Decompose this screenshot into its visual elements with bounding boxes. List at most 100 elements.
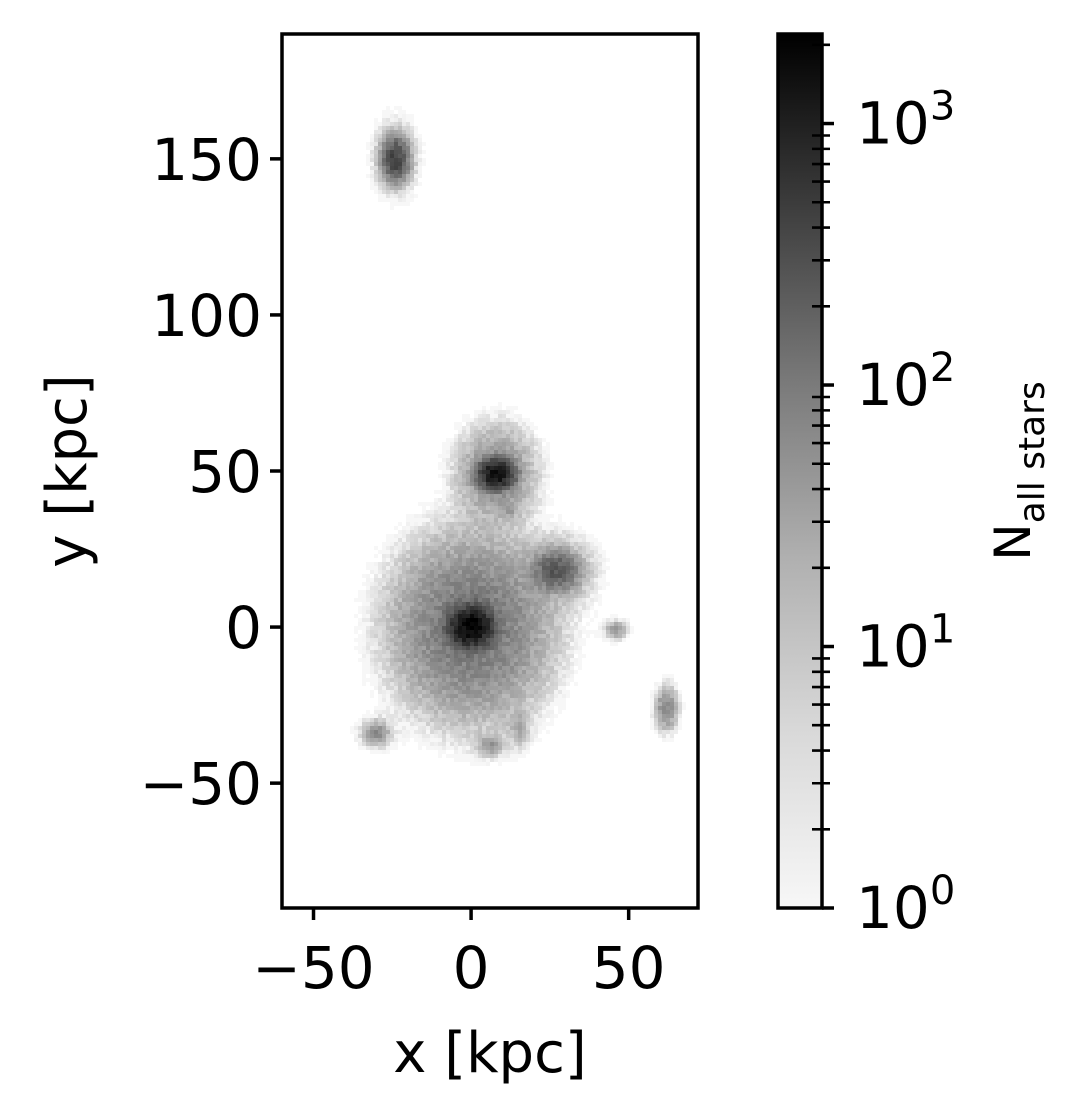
density-cell [566, 678, 570, 682]
density-cell [546, 458, 550, 462]
density-cell [378, 750, 382, 754]
density-cell [410, 514, 414, 518]
density-cell [538, 454, 542, 458]
density-cell [410, 566, 414, 570]
density-cell [422, 710, 426, 714]
density-cell [530, 554, 534, 558]
density-cell [434, 690, 438, 694]
density-cell [502, 754, 506, 758]
density-cell [574, 598, 578, 602]
density-cell [522, 546, 526, 550]
density-cell [486, 614, 490, 618]
density-cell [650, 710, 654, 714]
density-cell [510, 442, 514, 446]
density-cell [378, 738, 382, 742]
density-cell [414, 162, 418, 166]
density-cell [438, 522, 442, 526]
density-cell [518, 634, 522, 638]
density-cell [502, 586, 506, 590]
density-cell [534, 590, 538, 594]
density-cell [378, 582, 382, 586]
density-cell [674, 690, 678, 694]
density-cell [410, 650, 414, 654]
density-cell [394, 194, 398, 198]
density-cell [570, 610, 574, 614]
density-cell [530, 506, 534, 510]
density-cell [462, 434, 466, 438]
density-cell [502, 590, 506, 594]
density-cell [386, 130, 390, 134]
density-cell [482, 426, 486, 430]
density-cell [478, 706, 482, 710]
density-cell [566, 594, 570, 598]
density-cell [382, 582, 386, 586]
density-cell [446, 554, 450, 558]
density-cell [410, 630, 414, 634]
density-cell [546, 502, 550, 506]
density-cell [414, 538, 418, 542]
density-cell [414, 138, 418, 142]
density-cell [582, 538, 586, 542]
density-cell [522, 494, 526, 498]
density-cell [434, 566, 438, 570]
density-cell [478, 478, 482, 482]
density-cell [458, 606, 462, 610]
density-cell [406, 570, 410, 574]
density-cell [382, 730, 386, 734]
density-cell [474, 414, 478, 418]
density-cell [382, 674, 386, 678]
density-cell [498, 486, 502, 490]
density-cell [502, 458, 506, 462]
density-cell [470, 522, 474, 526]
density-cell [650, 706, 654, 710]
density-cell [422, 634, 426, 638]
density-cell [362, 678, 366, 682]
density-cell [398, 178, 402, 182]
density-cell [546, 598, 550, 602]
density-cell [374, 586, 378, 590]
density-cell [494, 510, 498, 514]
density-cell [410, 594, 414, 598]
density-cell [450, 698, 454, 702]
density-cell [506, 638, 510, 642]
density-cell [550, 646, 554, 650]
density-cell [582, 610, 586, 614]
density-cell [502, 506, 506, 510]
density-cell [454, 510, 458, 514]
density-cell [486, 494, 490, 498]
density-cell [434, 594, 438, 598]
density-cell [518, 702, 522, 706]
density-cell [502, 738, 506, 742]
density-cell [374, 182, 378, 186]
density-cell [398, 546, 402, 550]
density-cell [502, 674, 506, 678]
density-cell [510, 578, 514, 582]
density-cell [510, 598, 514, 602]
density-cell [394, 590, 398, 594]
density-cell [518, 554, 522, 558]
density-cell [510, 746, 514, 750]
density-cell [402, 630, 406, 634]
density-cell [482, 654, 486, 658]
density-cell [438, 614, 442, 618]
density-cell [454, 718, 458, 722]
density-cell [522, 674, 526, 678]
density-cell [442, 582, 446, 586]
density-cell [578, 534, 582, 538]
density-cell [478, 510, 482, 514]
density-cell [482, 590, 486, 594]
density-cell [482, 754, 486, 758]
density-cell [394, 582, 398, 586]
density-cell [538, 642, 542, 646]
density-cell [490, 406, 494, 410]
density-cell [466, 706, 470, 710]
density-cell [398, 106, 402, 110]
density-cell [510, 478, 514, 482]
density-cell [582, 558, 586, 562]
density-cell [542, 610, 546, 614]
density-cell [370, 750, 374, 754]
density-cell [526, 502, 530, 506]
density-cell [490, 446, 494, 450]
density-cell [546, 578, 550, 582]
density-cell [438, 606, 442, 610]
